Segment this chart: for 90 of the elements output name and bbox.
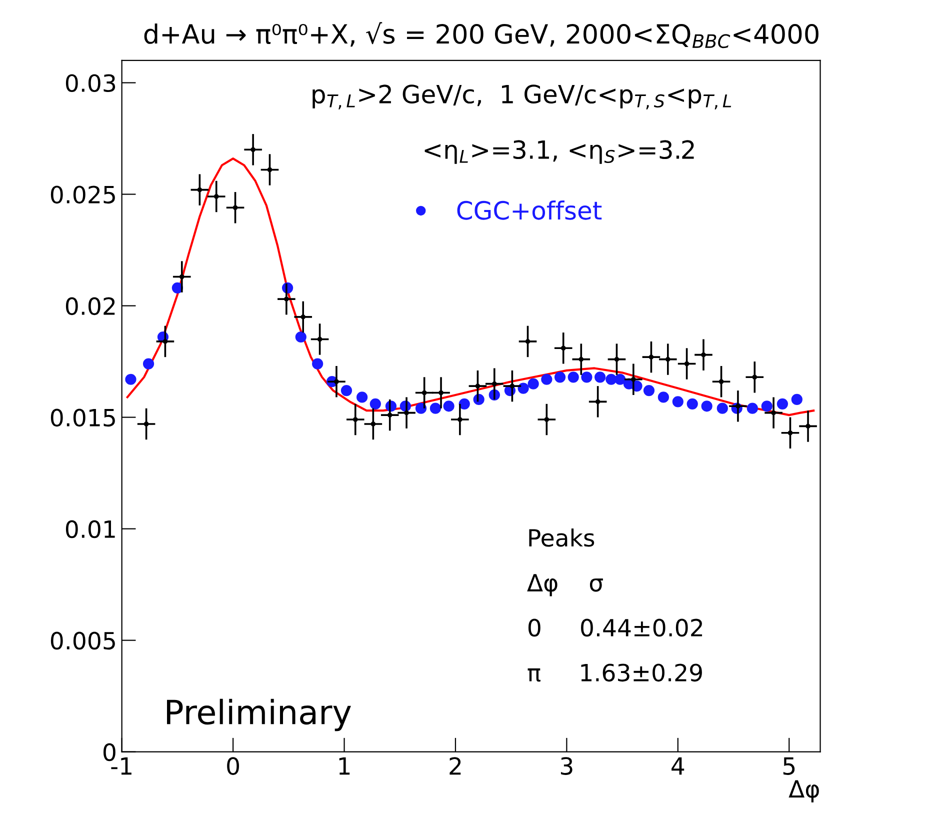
point xyxy=(284,296,289,302)
point xyxy=(788,430,793,436)
point xyxy=(716,402,728,414)
point xyxy=(295,331,306,343)
point xyxy=(179,274,184,280)
point xyxy=(771,410,776,416)
point xyxy=(422,390,427,396)
point xyxy=(518,382,529,394)
point xyxy=(430,402,442,414)
point xyxy=(541,374,552,385)
point xyxy=(630,376,636,382)
y-tick-label: 0.01 xyxy=(66,520,115,538)
point xyxy=(404,410,409,416)
chart-title: d+Au → π⁰π⁰+X, √s = 200 GeV, 2000<ΣQ$_{BBC}$<4000 xyxy=(144,22,818,48)
point xyxy=(614,356,620,362)
annotation: Preliminary xyxy=(167,698,351,732)
point xyxy=(701,352,706,358)
x-tick-label: 3 xyxy=(560,757,572,775)
point xyxy=(317,336,322,342)
annotation: p$_{T,L}$>2 GeV/c, 1 GeV/c<p$_{T,S}$<p$_{T,L}$ xyxy=(312,84,732,110)
point xyxy=(761,400,772,412)
point xyxy=(356,392,368,403)
x-tick-label: 5 xyxy=(783,757,795,775)
point xyxy=(370,422,376,426)
point xyxy=(438,390,444,396)
point xyxy=(142,358,154,370)
point xyxy=(684,361,690,366)
point xyxy=(197,187,202,192)
point xyxy=(387,412,392,418)
y-tick-label: 0.025 xyxy=(50,186,115,204)
point xyxy=(415,402,427,414)
point xyxy=(643,384,655,396)
point xyxy=(250,147,256,152)
point xyxy=(672,396,684,408)
x-axis-title: Δφ xyxy=(788,780,819,802)
legend-label: CGC+offset xyxy=(457,200,602,220)
point xyxy=(665,356,670,362)
x-tick-label: 4 xyxy=(672,757,684,775)
annotation: π 1.63±0.29 xyxy=(528,664,702,682)
point xyxy=(232,205,238,210)
point xyxy=(457,417,462,422)
x-tick-label: 0 xyxy=(227,757,239,775)
y-tick-label: 0.005 xyxy=(50,632,115,650)
point xyxy=(352,417,358,422)
point xyxy=(443,400,454,412)
point xyxy=(746,402,758,414)
point xyxy=(312,358,324,370)
point xyxy=(560,346,566,351)
point xyxy=(578,356,584,362)
point xyxy=(752,374,758,380)
y-tick-label: 0.03 xyxy=(66,74,116,92)
point xyxy=(334,379,339,384)
annotation: 0 0.44±0.02 xyxy=(528,618,702,637)
point xyxy=(510,384,515,388)
point xyxy=(370,398,381,410)
point xyxy=(214,194,219,199)
point xyxy=(581,372,592,383)
point xyxy=(528,378,539,390)
point xyxy=(718,379,724,384)
point xyxy=(267,167,272,172)
y-tick-label: 0.015 xyxy=(50,408,115,427)
point xyxy=(162,339,168,344)
point xyxy=(144,422,149,426)
point xyxy=(594,372,606,383)
point xyxy=(614,374,626,385)
annotation: Δφ σ xyxy=(527,574,603,596)
point xyxy=(475,384,480,388)
point xyxy=(125,374,136,385)
annotation: <η$_{L}$>=3.1, <η$_{S}$>=3.2 xyxy=(424,140,694,164)
point xyxy=(806,424,810,429)
point xyxy=(648,354,654,360)
point xyxy=(568,372,579,383)
annotation: Peaks xyxy=(529,528,594,547)
y-tick-label: 0.02 xyxy=(66,297,115,316)
x-tick-label: 1 xyxy=(339,757,350,775)
point xyxy=(701,400,712,412)
point xyxy=(595,399,600,404)
point xyxy=(525,339,530,344)
point xyxy=(658,392,670,403)
x-tick-label: 2 xyxy=(450,757,461,775)
point xyxy=(340,384,352,396)
point xyxy=(458,398,470,410)
point xyxy=(492,381,497,386)
point xyxy=(544,417,550,422)
point xyxy=(791,394,802,405)
point xyxy=(554,372,566,383)
point xyxy=(606,374,617,385)
point xyxy=(300,314,306,320)
point xyxy=(776,398,788,410)
point xyxy=(686,398,698,410)
